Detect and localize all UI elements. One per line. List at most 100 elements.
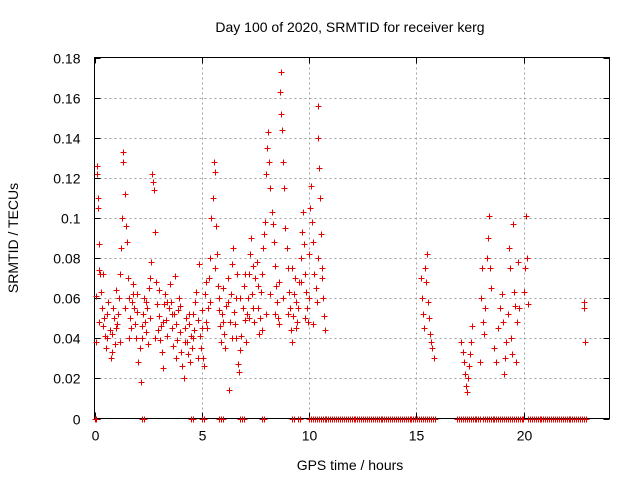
- data-point: [460, 349, 467, 356]
- data-point: [293, 299, 300, 306]
- data-point: [259, 271, 266, 278]
- data-point: [240, 305, 247, 312]
- data-point: [170, 343, 177, 350]
- data-point: [294, 319, 301, 326]
- data-point: [152, 229, 159, 236]
- data-point: [425, 299, 432, 306]
- data-point: [313, 285, 320, 292]
- data-point: [177, 303, 184, 310]
- data-point: [124, 239, 131, 246]
- data-point: [142, 319, 149, 326]
- y-tick-label: 0: [73, 412, 81, 428]
- data-point: [487, 265, 494, 272]
- data-point: [481, 331, 488, 338]
- data-point: [210, 195, 217, 202]
- data-point: [281, 185, 288, 192]
- data-point: [235, 361, 242, 368]
- data-point: [113, 325, 120, 332]
- data-point: [190, 416, 197, 423]
- data-point: [271, 239, 278, 246]
- data-point: [274, 299, 281, 306]
- data-point: [173, 321, 180, 328]
- data-point: [169, 325, 176, 332]
- data-point: [521, 289, 528, 296]
- data-point: [310, 321, 317, 328]
- y-tick-label: 0.12: [53, 171, 80, 187]
- data-point: [160, 319, 167, 326]
- data-point: [273, 283, 280, 290]
- data-point: [302, 271, 309, 278]
- chart-title: Day 100 of 2020, SRMTID for receiver ker…: [215, 19, 484, 35]
- data-point: [104, 335, 111, 342]
- data-point: [217, 323, 224, 330]
- data-point: [119, 215, 126, 222]
- data-point: [117, 271, 124, 278]
- data-point: [192, 299, 199, 306]
- data-point: [241, 416, 248, 423]
- data-point: [187, 359, 194, 366]
- data-point: [291, 291, 298, 298]
- data-point: [230, 245, 237, 252]
- data-point: [120, 149, 127, 156]
- data-point: [581, 299, 588, 306]
- data-point: [299, 229, 306, 236]
- data-point: [275, 315, 282, 322]
- data-point: [221, 331, 228, 338]
- data-point: [422, 265, 429, 272]
- data-point: [201, 363, 208, 370]
- data-point: [143, 329, 150, 336]
- data-point: [467, 351, 474, 358]
- data-point: [279, 127, 286, 134]
- data-point: [166, 305, 173, 312]
- data-point: [272, 263, 279, 270]
- data-point: [139, 323, 146, 330]
- data-point: [255, 283, 262, 290]
- data-point: [143, 299, 150, 306]
- data-point: [267, 291, 274, 298]
- data-point: [110, 305, 117, 312]
- data-point: [167, 281, 174, 288]
- data-point: [242, 271, 249, 278]
- data-point: [495, 325, 502, 332]
- data-point: [287, 305, 294, 312]
- data-point: [305, 319, 312, 326]
- data-point: [259, 327, 266, 334]
- data-point: [506, 245, 513, 252]
- data-point: [277, 89, 284, 96]
- data-point: [212, 265, 219, 272]
- data-point: [250, 263, 257, 270]
- data-point: [134, 309, 141, 316]
- data-point: [237, 295, 244, 302]
- plot-frame: [94, 57, 610, 419]
- x-tick-label: 20: [517, 428, 533, 444]
- data-point: [234, 271, 241, 278]
- data-point: [222, 345, 229, 352]
- data-point: [501, 371, 508, 378]
- data-point: [201, 416, 208, 423]
- data-point: [153, 279, 160, 286]
- data-point: [108, 355, 115, 362]
- data-point: [236, 369, 243, 376]
- data-point: [118, 245, 125, 252]
- data-point: [177, 329, 184, 336]
- data-point: [203, 279, 210, 286]
- data-point: [158, 323, 165, 330]
- data-point: [317, 195, 324, 202]
- data-point: [289, 339, 296, 346]
- data-point: [462, 371, 469, 378]
- data-point: [147, 275, 154, 282]
- data-point: [289, 265, 296, 272]
- data-point: [205, 305, 212, 312]
- data-point: [260, 245, 267, 252]
- data-point: [276, 321, 283, 328]
- data-point: [478, 295, 485, 302]
- data-point: [246, 315, 253, 322]
- data-point: [122, 305, 129, 312]
- data-point: [525, 301, 532, 308]
- data-point: [249, 291, 256, 298]
- data-point: [131, 305, 138, 312]
- data-point: [208, 215, 215, 222]
- data-point: [225, 299, 232, 306]
- data-point: [216, 295, 223, 302]
